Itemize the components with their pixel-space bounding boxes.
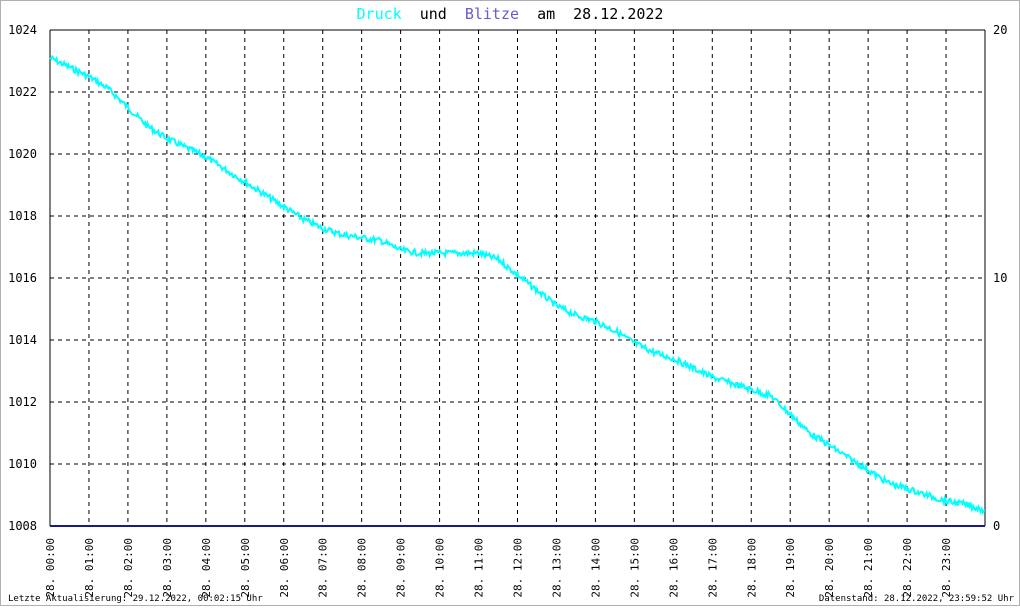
chart-grid [50,30,985,526]
x-tick-label: 28. 18:00 [745,538,758,598]
x-tick-label: 28. 02:00 [122,538,135,598]
x-tick-label: 28. 16:00 [667,538,680,598]
y-right-tick-label: 0 [993,519,1000,533]
y-left-tick-label: 1012 [8,395,37,409]
x-tick-label: 28. 20:00 [823,538,836,598]
x-tick-label: 28. 06:00 [278,538,291,598]
x-tick-label: 28. 07:00 [317,538,330,598]
x-tick-label: 28. 15:00 [628,538,641,598]
footer-data-status: Datenstand: 28.12.2022, 23:59:52 Uhr [819,594,1015,604]
x-tick-label: 28. 11:00 [473,538,486,598]
title-date: 28.12.2022 [573,5,663,23]
series-druck-line [49,54,986,516]
x-tick-label: 28. 17:00 [706,538,719,598]
y-left-tick-label: 1018 [8,209,37,223]
title-blitze: Blitze [465,5,519,23]
x-tick-label: 28. 19:00 [784,538,797,598]
title-am: am [537,5,555,23]
x-tick-label: 28. 09:00 [395,538,408,598]
x-tick-label: 28. 01:00 [83,538,96,598]
y-left-tick-label: 1016 [8,271,37,285]
x-tick-label: 28. 10:00 [434,538,447,598]
chart-axes [49,29,986,526]
y-left-tick-label: 1010 [8,457,37,471]
y-left-tick-label: 1022 [8,85,37,99]
x-tick-label: 28. 03:00 [161,538,174,598]
x-tick-label: 28. 14:00 [589,538,602,598]
y-left-tick-label: 1008 [8,519,37,533]
x-tick-label: 28. 05:00 [239,538,252,598]
chart-tick-labels: 1008101010121014101610181020102210240102… [8,23,1007,598]
y-left-tick-label: 1020 [8,147,37,161]
x-tick-label: 28. 13:00 [550,538,563,598]
chart-series [49,54,986,527]
title-druck: Druck [357,5,402,23]
y-left-tick-label: 1014 [8,333,37,347]
x-tick-label: 28. 12:00 [512,538,525,598]
x-tick-label: 28. 22:00 [901,538,914,598]
x-tick-label: 28. 08:00 [356,538,369,598]
title-und: und [420,5,447,23]
y-right-tick-label: 10 [993,271,1007,285]
x-tick-label: 28. 21:00 [862,538,875,598]
chart-title: Druck und Blitze am 28.12.2022 [357,5,664,23]
y-right-tick-label: 20 [993,23,1007,37]
footer-last-update: Letzte Aktualisierung: 29.12.2022, 00:02… [8,594,263,604]
y-left-tick-label: 1024 [8,23,37,37]
x-tick-label: 28. 04:00 [200,538,213,598]
x-tick-label: 28. 23:00 [940,538,953,598]
x-tick-label: 28. 00:00 [44,538,57,598]
